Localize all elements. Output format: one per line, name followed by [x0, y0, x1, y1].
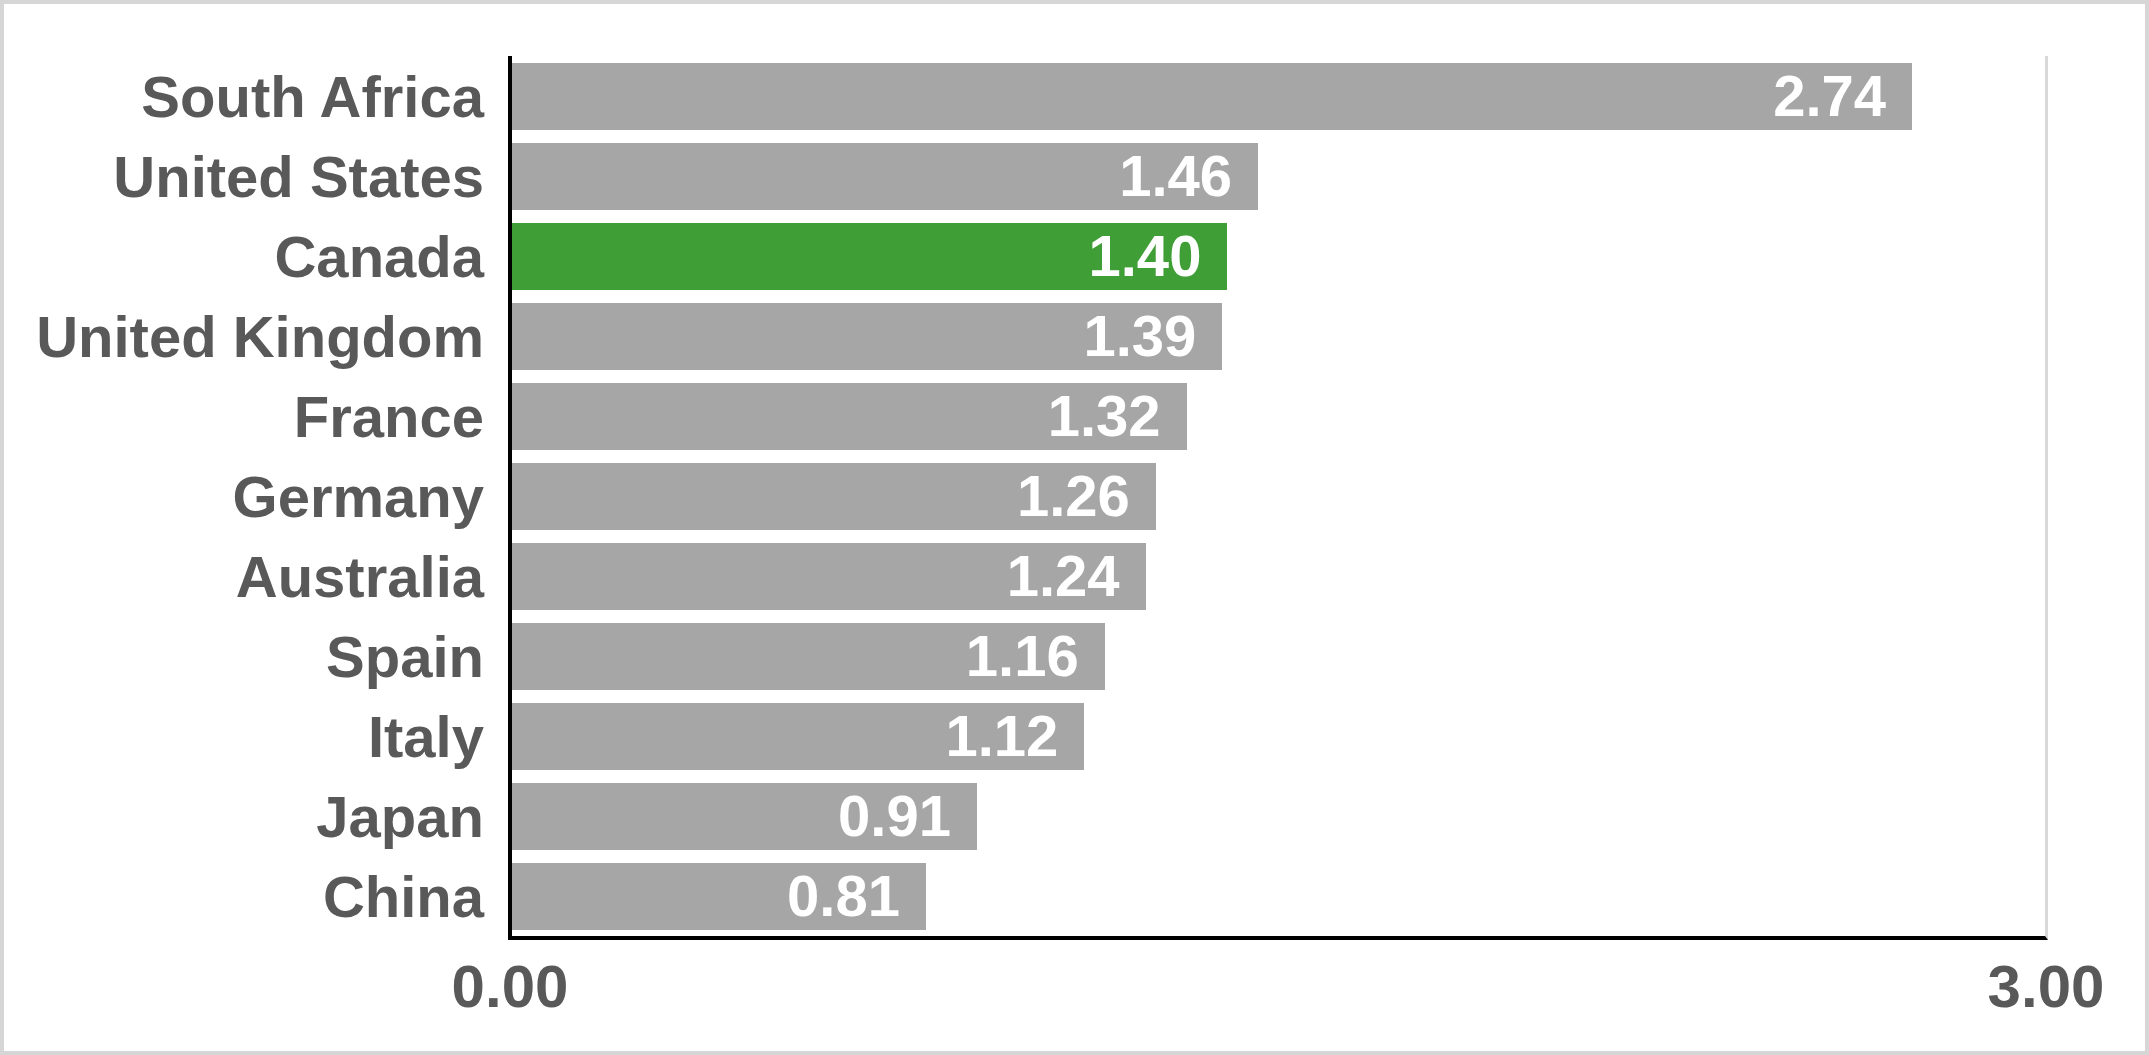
bar-value-label: 1.32	[1048, 387, 1161, 445]
bar-value-label: 0.81	[787, 867, 900, 925]
bar: 1.32	[512, 383, 1187, 450]
bar: 0.81	[512, 863, 926, 930]
bar-row: 1.12	[512, 696, 2045, 776]
category-label: Italy	[4, 696, 508, 776]
bar-row: 1.16	[512, 616, 2045, 696]
bar-value-label: 1.16	[966, 627, 1079, 685]
bar-value-label: 0.91	[838, 787, 951, 845]
category-label: Canada	[4, 216, 508, 296]
category-label: Germany	[4, 456, 508, 536]
category-label: Australia	[4, 536, 508, 616]
bar-value-label: 1.12	[945, 707, 1058, 765]
plot-area: 2.74 1.46 1.40 1.39 1.32 1.26 1.24 1.16	[508, 56, 2048, 940]
bar: 1.46	[512, 143, 1258, 210]
bar: 1.26	[512, 463, 1156, 530]
bar: 1.24	[512, 543, 1146, 610]
category-label: France	[4, 376, 508, 456]
category-label: China	[4, 856, 508, 936]
bar-row: 1.46	[512, 136, 2045, 216]
bar-row: 1.40	[512, 216, 2045, 296]
bar: 1.39	[512, 303, 1222, 370]
bar-row: 0.81	[512, 856, 2045, 936]
bar-value-label: 1.26	[1017, 467, 1130, 525]
bar-chart: South Africa United States Canada United…	[0, 0, 2149, 1055]
bar: 1.16	[512, 623, 1105, 690]
category-label: United Kingdom	[4, 296, 508, 376]
bar-value-label: 1.40	[1089, 227, 1202, 285]
category-label: United States	[4, 136, 508, 216]
bar-row: 2.74	[512, 56, 2045, 136]
x-axis-tick-min: 0.00	[452, 954, 569, 1020]
bar-row: 1.39	[512, 296, 2045, 376]
bar-row: 1.32	[512, 376, 2045, 456]
bar-row: 0.91	[512, 776, 2045, 856]
bar-row: 1.24	[512, 536, 2045, 616]
category-label: Spain	[4, 616, 508, 696]
category-label: Japan	[4, 776, 508, 856]
bar: 1.40	[512, 223, 1227, 290]
category-label: South Africa	[4, 56, 508, 136]
bar-row: 1.26	[512, 456, 2045, 536]
bar: 0.91	[512, 783, 977, 850]
x-axis-tick-max: 3.00	[1988, 954, 2105, 1020]
bar-value-label: 1.39	[1083, 307, 1196, 365]
bar-value-label: 1.24	[1007, 547, 1120, 605]
bar-value-label: 2.74	[1773, 67, 1886, 125]
bar: 2.74	[512, 63, 1912, 130]
bar: 1.12	[512, 703, 1084, 770]
category-axis: South Africa United States Canada United…	[4, 56, 508, 936]
bar-value-label: 1.46	[1119, 147, 1232, 205]
